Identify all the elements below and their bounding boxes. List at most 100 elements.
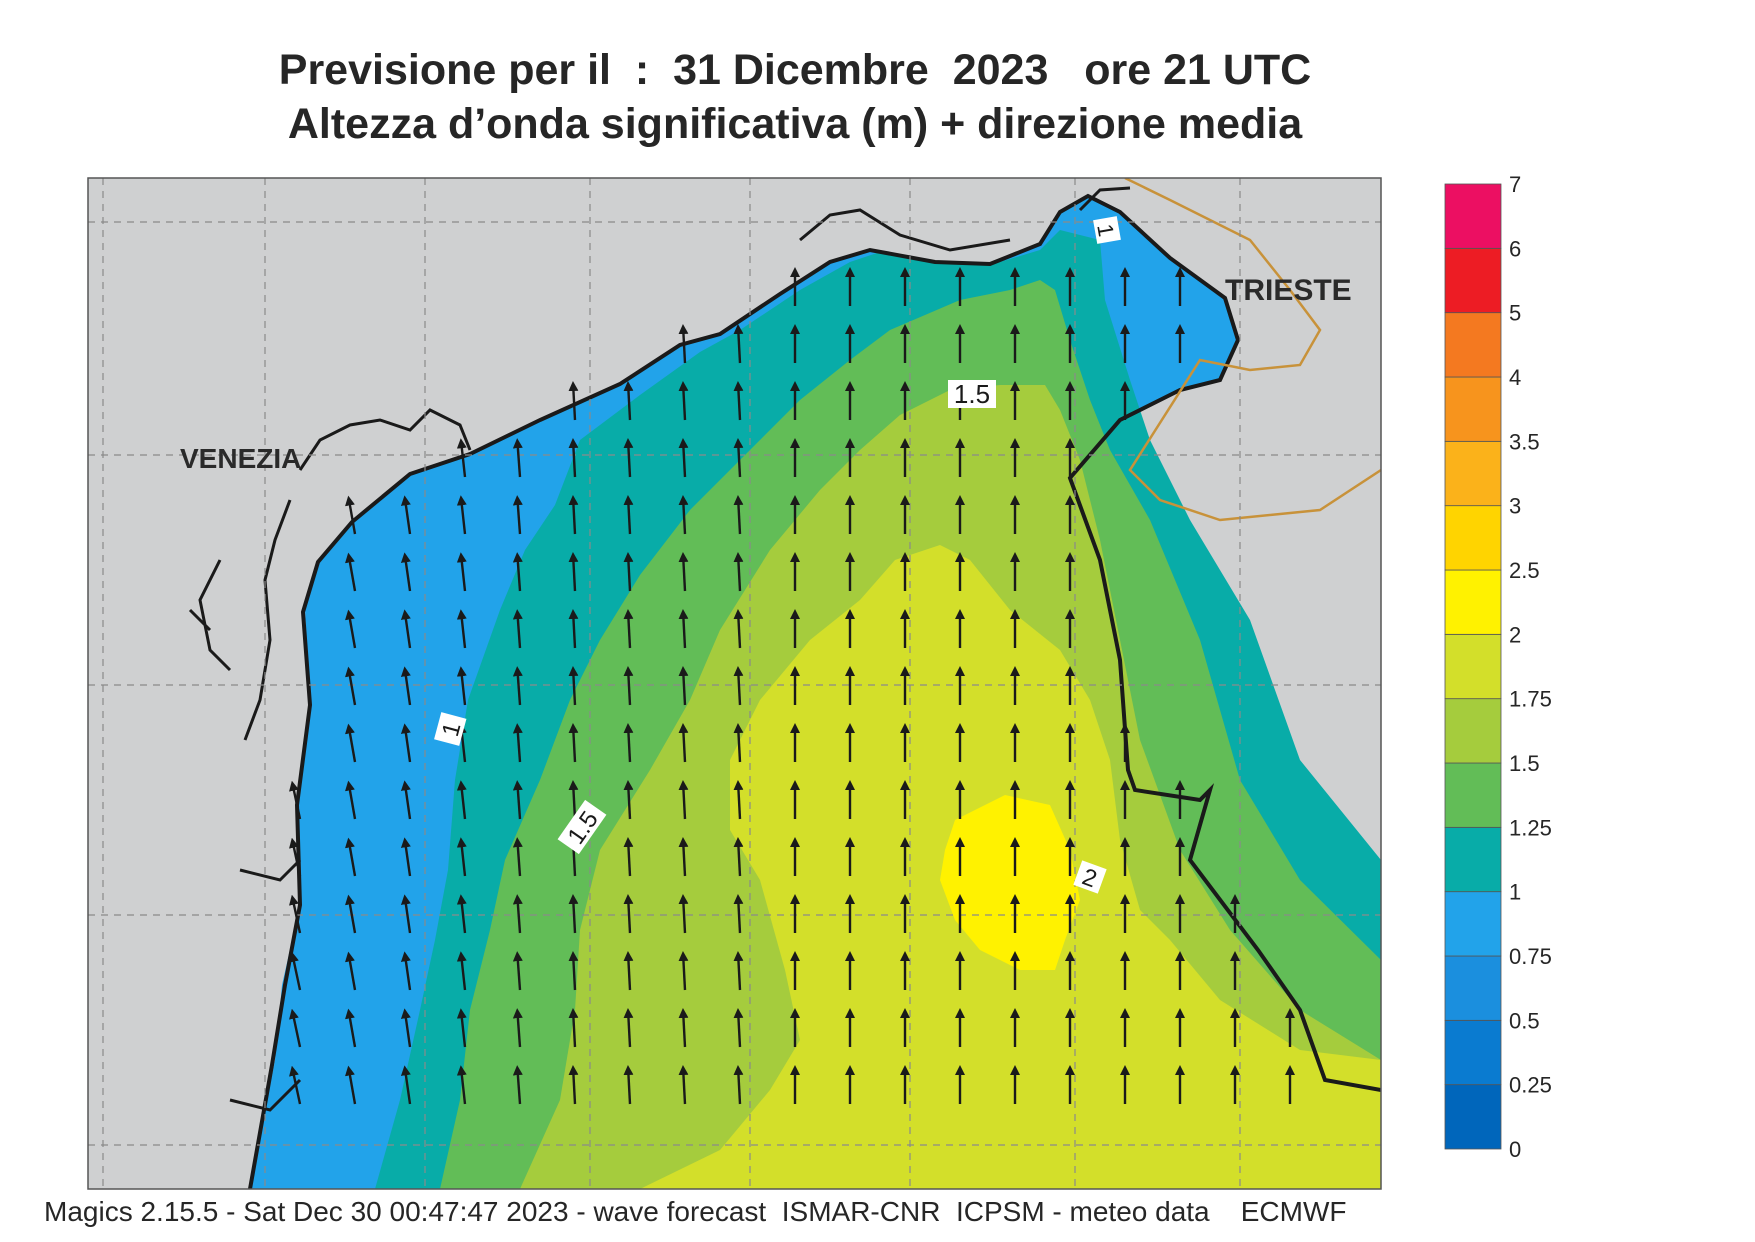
wave-arrow — [289, 894, 302, 934]
wave-arrow — [568, 609, 579, 649]
wave-arrow — [678, 438, 689, 478]
wave-arrow — [678, 1008, 689, 1048]
wave-arrow — [345, 894, 357, 934]
wave-arrow — [345, 495, 357, 535]
wave-arrow — [678, 495, 689, 535]
legend-swatch — [1444, 698, 1502, 764]
wave-arrow — [623, 609, 634, 649]
wave-arrow — [733, 552, 744, 592]
wave-arrow — [400, 1065, 412, 1105]
svg-text:1: 1 — [1092, 222, 1119, 238]
wave-arrow — [512, 666, 523, 706]
wave-arrow — [512, 894, 523, 934]
wave-arrow — [456, 666, 467, 706]
wave-arrow — [733, 609, 744, 649]
wave-arrow — [289, 1065, 302, 1105]
wave-arrow — [568, 894, 579, 934]
contour-label-2: 1 — [434, 712, 466, 746]
wave-arrow — [678, 780, 689, 820]
wave-arrow — [568, 438, 579, 478]
gulf-coast — [799, 186, 1131, 252]
wave-arrow — [733, 723, 744, 763]
wave-arrow — [512, 552, 523, 592]
legend-swatch — [1444, 1019, 1502, 1086]
wave-arrow — [623, 438, 634, 478]
wave-arrow — [678, 723, 689, 763]
wave-arrow — [512, 495, 523, 535]
wave-arrow — [568, 666, 579, 706]
place-label-venezia: VENEZIA — [180, 443, 301, 474]
wave-arrow — [623, 495, 634, 535]
legend-tick-label: 0.75 — [1509, 944, 1552, 969]
legend-swatch — [1444, 633, 1502, 700]
wave-arrow — [400, 894, 412, 934]
place-label-trieste: TRIESTE — [1225, 274, 1352, 307]
wave-arrow — [400, 951, 412, 991]
wave-arrow — [512, 1065, 523, 1105]
wave-arrow — [568, 495, 579, 535]
legend-swatch — [1444, 376, 1502, 442]
wave-arrow — [568, 780, 579, 820]
wave-arrow — [289, 837, 302, 877]
legend-swatch — [1444, 247, 1502, 314]
wave-arrow — [623, 723, 634, 763]
wave-arrow — [733, 438, 744, 478]
wave-arrow — [678, 666, 689, 706]
title-line-2: Altezza d’onda significativa (m) + direz… — [287, 100, 1303, 148]
wave-arrow — [733, 1065, 744, 1105]
wave-arrow — [512, 837, 523, 877]
wave-arrow — [400, 780, 412, 820]
wave-arrow — [400, 609, 412, 649]
wave-arrow — [456, 951, 467, 991]
wave-arrow — [623, 951, 634, 991]
wave-arrow — [733, 780, 744, 820]
wave-arrow — [345, 609, 357, 649]
legend-swatch — [1444, 762, 1502, 828]
wave-arrow — [456, 552, 467, 592]
wave-arrow — [512, 951, 523, 991]
wave-arrow — [733, 381, 744, 421]
map-frame — [87, 177, 1382, 1190]
wave-arrow — [456, 894, 467, 934]
wave-arrow — [345, 837, 357, 877]
wave-arrow — [456, 780, 467, 820]
wave-arrow — [623, 837, 634, 877]
legend-tick-label: 4 — [1509, 365, 1521, 390]
wave-arrow — [568, 1008, 579, 1048]
wave-arrow — [733, 837, 744, 877]
contour-label-5: 1 — [1092, 216, 1121, 244]
contour-label-1: 1.5 — [948, 379, 996, 409]
wave-arrow — [289, 1008, 302, 1048]
band-2-2.5 — [940, 795, 1080, 970]
wave-arrow — [733, 951, 744, 991]
legend-tick-label: 0.25 — [1509, 1073, 1552, 1098]
footer-credits: Magics 2.15.5 - Sat Dec 30 00:47:47 2023… — [44, 1196, 1347, 1227]
legend-swatch — [1444, 505, 1502, 571]
wave-arrow — [733, 324, 744, 364]
wave-arrow — [623, 552, 634, 592]
wave-arrow — [678, 837, 689, 877]
wave-arrow — [512, 723, 523, 763]
wave-arrow — [678, 381, 689, 421]
legend-swatch — [1444, 1084, 1502, 1150]
wave-arrow — [733, 1008, 744, 1048]
wave-arrow — [623, 1008, 634, 1048]
legend-swatch — [1444, 440, 1502, 507]
wave-arrow — [678, 951, 689, 991]
title-line-1: Previsione per il : 31 Dicembre 2023 ore… — [278, 46, 1312, 94]
color-legend: 0 0.25 0.5 0.75 1 1.25 1.5 1.75 2 2.5 3 3.5 4 5 6 7 — [1444, 172, 1552, 1162]
coastline — [248, 193, 1381, 1189]
wave-arrow — [568, 381, 579, 421]
wave-arrow — [400, 837, 412, 877]
wave-arrow — [568, 552, 579, 592]
wave-arrow — [345, 780, 357, 820]
legend-tick-label: 7 — [1509, 172, 1521, 197]
legend-tick-label: 1.25 — [1509, 815, 1552, 840]
wave-arrow — [345, 1008, 357, 1048]
wave-direction-arrows — [289, 267, 1295, 1105]
wave-arrow — [512, 609, 523, 649]
wave-arrow — [400, 495, 412, 535]
wave-arrow — [345, 1065, 357, 1105]
wave-arrow — [623, 381, 634, 421]
